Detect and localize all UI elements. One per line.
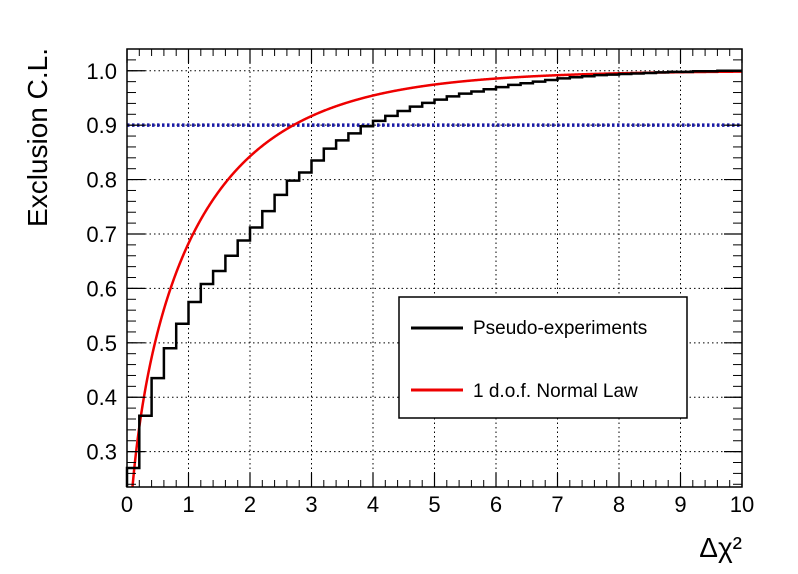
x-tick-label: 1 xyxy=(182,492,194,517)
y-tick-label: 1.0 xyxy=(86,59,117,84)
y-tick-label: 0.9 xyxy=(86,113,117,138)
x-tick-label: 8 xyxy=(613,492,625,517)
x-tick-label: 7 xyxy=(551,492,563,517)
legend-label-pseudo-experiments: Pseudo-experiments xyxy=(473,318,647,339)
x-tick-label: 3 xyxy=(305,492,317,517)
x-tick-label: 0 xyxy=(121,492,133,517)
plot-area xyxy=(125,69,742,487)
x-tick-label: 10 xyxy=(730,492,754,517)
y-tick-label: 0.6 xyxy=(86,276,117,301)
legend: Pseudo-experiments 1 d.o.f. Normal Law xyxy=(398,296,688,419)
x-tick-label: 2 xyxy=(244,492,256,517)
y-tick-label: 0.7 xyxy=(86,222,117,247)
tick-labels: 0 1 2 3 4 5 6 7 8 9 10 0.3 0.4 0.5 0.6 0.7 0.8 0.9 1.0 xyxy=(86,59,754,517)
y-tick-label: 0.4 xyxy=(86,385,117,410)
legend-label-normal-law: 1 d.o.f. Normal Law xyxy=(473,381,638,402)
y-tick-label: 0.5 xyxy=(86,331,117,356)
y-tick-label: 0.8 xyxy=(86,168,117,193)
x-tick-label: 5 xyxy=(428,492,440,517)
x-axis-title: Δχ² xyxy=(699,532,742,563)
x-tick-label: 9 xyxy=(674,492,686,517)
legend-box xyxy=(398,296,688,419)
x-tick-label: 4 xyxy=(367,492,379,517)
pseudo-experiments-histogram xyxy=(125,69,742,487)
y-tick-label: 0.3 xyxy=(86,440,117,465)
y-axis-title: Exclusion C.L. xyxy=(22,48,53,227)
x-tick-label: 6 xyxy=(490,492,502,517)
axis-ticks xyxy=(126,48,743,487)
